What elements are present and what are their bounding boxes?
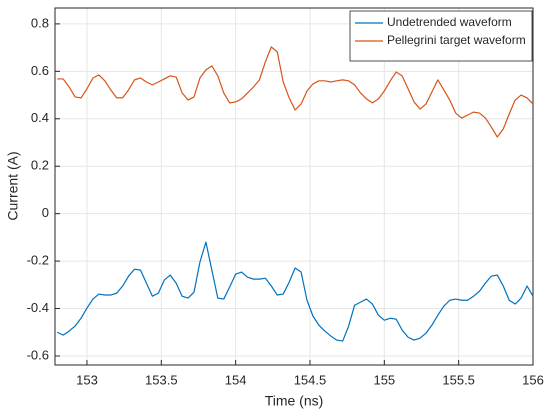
series-line [56, 241, 534, 342]
x-tick-label: 155.5 [442, 372, 475, 387]
y-tick-label: 0.8 [31, 15, 49, 30]
x-axis-label: Time (ns) [265, 393, 324, 409]
y-tick-label: 0.6 [31, 63, 49, 78]
x-tick-label: 153.5 [145, 372, 178, 387]
y-tick-label: 0 [42, 205, 49, 220]
legend-box [349, 10, 533, 62]
y-tick-label: -0.2 [27, 253, 49, 268]
x-tick-label: 153 [76, 372, 98, 387]
x-tick-label: 154 [225, 372, 247, 387]
y-axis-label: Current (A) [5, 151, 21, 220]
legend-label: Pellegrini target waveform [387, 33, 526, 47]
x-tick-label: 156 [522, 372, 544, 387]
x-tick-label: 155 [373, 372, 395, 387]
y-tick-label: -0.6 [27, 347, 49, 362]
series-line [57, 46, 534, 138]
y-tick-label: 0.4 [31, 110, 49, 125]
x-tick-label: 154.5 [294, 372, 327, 387]
legend-label: Undetrended waveform [387, 15, 512, 29]
y-tick-label: 0.2 [31, 158, 49, 173]
y-tick-label: -0.4 [27, 300, 49, 315]
plot-frame [54, 7, 534, 366]
